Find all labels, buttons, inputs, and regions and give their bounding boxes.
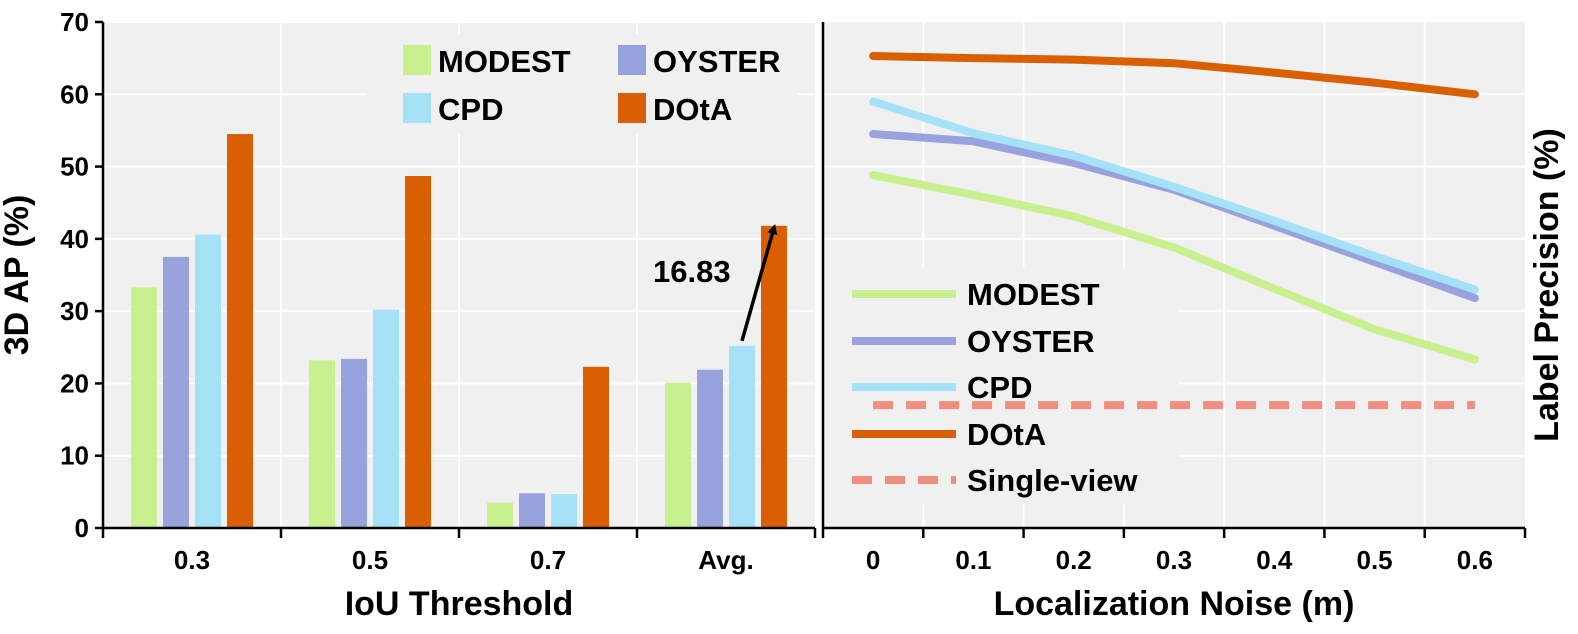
legend-swatch-modest: [403, 45, 431, 75]
bar-y-tick-label: 60: [60, 79, 89, 109]
line-series-group: [869, 52, 1479, 410]
bar-y-tick-label: 30: [60, 296, 89, 326]
improvement-annotation: 16.83: [653, 223, 778, 342]
bar-y-tick-label: 40: [60, 224, 89, 254]
bar-oyster-0-5: [341, 358, 367, 528]
annotation-label: 16.83: [653, 254, 731, 289]
bar-legend-box: [367, 34, 797, 134]
bar-modest-0-7: [487, 502, 513, 528]
line-x-tick-label: 0.5: [1356, 545, 1392, 575]
bar-x-tick-label: 0.5: [352, 545, 388, 575]
bar-oyster-avg: [697, 369, 723, 528]
bar-series-group: [131, 134, 787, 529]
bar-axes: 0 10 20 30 40 50 60 70 0.3 0.5 0.7 Avg.: [60, 7, 817, 575]
legend-label-dota: DOtA: [653, 92, 732, 127]
legend-label-modest-line: MODEST: [967, 277, 1100, 312]
line-x-tick-label: 0.4: [1256, 545, 1293, 575]
legend-label-oyster: OYSTER: [653, 44, 780, 79]
line-axes: 0 0.1 0.2 0.3 0.4 0.5 0.6: [821, 22, 1527, 575]
bar-y-tick-label: 20: [60, 368, 89, 398]
line-x-axis-title: Localization Noise (m): [994, 585, 1355, 623]
bar-x-tick-label: Avg.: [698, 545, 753, 575]
legend-label-oyster-line: OYSTER: [967, 324, 1094, 359]
line-x-tick-label: 0.1: [955, 545, 991, 575]
bar-y-tick-label: 10: [60, 441, 89, 471]
bar-dota-avg: [761, 225, 787, 529]
bar-y-tick-label: 70: [60, 7, 89, 37]
bar-dota-0-7: [583, 366, 609, 528]
bar-chart-panel: 0 10 20 30 40 50 60 70 0.3 0.5 0.7 Avg. 16.83 IoU T…: [0, 7, 817, 623]
bar-modest-avg: [665, 382, 691, 528]
line-chart-panel: 0 0.1 0.2 0.3 0.4 0.5 0.6 Localization Noise (…: [821, 22, 1566, 623]
legend-label-cpd: CPD: [438, 92, 503, 127]
bar-y-axis-title: 3D AP (%): [0, 195, 36, 356]
legend-swatch-cpd: [403, 93, 431, 123]
line-series-cpd: [869, 97, 1479, 294]
bar-modest-0-3: [131, 287, 157, 528]
bar-x-tick-label: 0.7: [530, 545, 566, 575]
legend-swatch-oyster: [618, 45, 646, 75]
annotation-arrow: [740, 223, 778, 342]
line-x-tick-label: 0.6: [1457, 545, 1493, 575]
bar-oyster-0-3: [163, 256, 189, 528]
bar-y-tick-label: 0: [75, 513, 89, 543]
bar-cpd-0-7: [551, 494, 577, 528]
line-series-modest: [869, 171, 1479, 364]
bar-legend: MODEST OYSTER CPD DOtA: [367, 34, 797, 134]
line-legend: MODEST OYSTER CPD DOtA Single-view: [852, 277, 1138, 498]
line-x-tick-label: 0.3: [1156, 545, 1192, 575]
bar-cpd-avg: [729, 345, 755, 528]
bar-y-tick-label: 50: [60, 152, 89, 182]
legend-label-single-view: Single-view: [967, 463, 1138, 498]
bar-modest-0-5: [309, 360, 335, 528]
bar-cpd-0-5: [373, 309, 399, 528]
bar-x-tick-label: 0.3: [174, 545, 210, 575]
bar-dota-0-5: [405, 175, 431, 528]
bar-x-axis-title: IoU Threshold: [345, 585, 574, 623]
legend-swatch-dota: [618, 93, 646, 123]
bar-oyster-0-7: [519, 493, 545, 528]
line-x-tick-label: 0: [866, 545, 880, 575]
legend-label-dota-line: DOtA: [967, 417, 1046, 452]
legend-label-cpd-line: CPD: [967, 370, 1032, 405]
line-series-dota: [869, 52, 1479, 99]
legend-label-modest: MODEST: [438, 44, 571, 79]
line-x-tick-label: 0.2: [1056, 545, 1092, 575]
bar-cpd-0-3: [195, 234, 221, 528]
bar-dota-0-3: [227, 134, 253, 529]
line-y-axis-title: Label Precision (%): [1528, 128, 1566, 442]
